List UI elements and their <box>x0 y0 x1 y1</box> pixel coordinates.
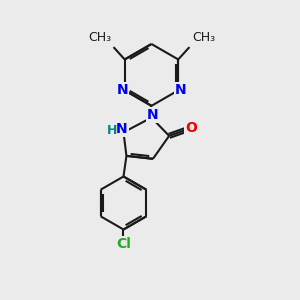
Text: CH₃: CH₃ <box>88 31 111 44</box>
Text: O: O <box>185 121 197 135</box>
Text: N: N <box>147 108 159 122</box>
Text: N: N <box>116 83 128 98</box>
Text: CH₃: CH₃ <box>192 31 215 44</box>
Text: H: H <box>106 124 117 137</box>
Text: Cl: Cl <box>116 237 131 251</box>
Text: N: N <box>116 122 128 136</box>
Text: N: N <box>175 83 186 98</box>
